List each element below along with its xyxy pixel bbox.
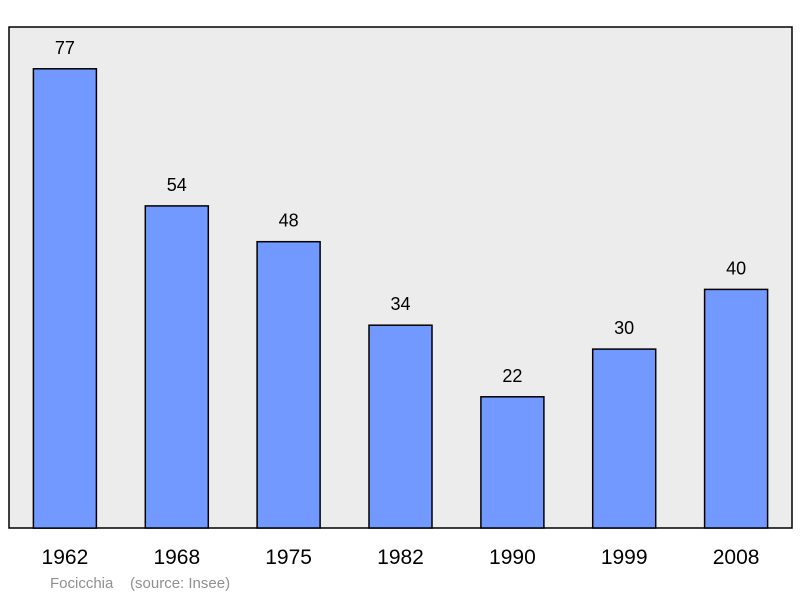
author-credit: Focicchia (50, 575, 114, 592)
bar-2008 (703, 288, 769, 529)
bar-1999 (591, 348, 657, 529)
chart-footer: Focicchia (source: Insee) (50, 575, 230, 592)
value-label-1982: 34 (390, 294, 410, 314)
value-label-1999: 30 (614, 318, 634, 338)
value-label-1968: 54 (167, 175, 187, 195)
category-label-1999: 1999 (601, 546, 648, 569)
bar-1982 (368, 324, 433, 529)
category-label-1990: 1990 (489, 546, 536, 569)
value-label-1975: 48 (279, 211, 299, 231)
bar-chart: 77 54 48 34 22 30 40 1962 1968 1975 1982 1990 1999 2… (8, 26, 793, 569)
source-credit: (source: Insee) (130, 575, 231, 592)
value-label-1990: 22 (502, 366, 522, 386)
value-label-2008: 40 (726, 258, 746, 278)
category-label-1982: 1982 (377, 546, 424, 569)
bar-1968 (144, 205, 210, 529)
bar-1990 (480, 396, 545, 529)
bars (32, 68, 769, 529)
value-labels: 77 54 48 34 22 30 40 (55, 38, 746, 386)
category-labels: 1962 1968 1975 1982 1990 1999 2008 (42, 546, 760, 569)
category-label-1968: 1968 (153, 546, 200, 569)
category-label-1975: 1975 (265, 546, 312, 569)
bar-1962 (32, 68, 98, 529)
value-label-1962: 77 (55, 38, 75, 58)
category-label-1962: 1962 (42, 546, 89, 569)
category-label-2008: 2008 (713, 546, 760, 569)
bar-1975 (256, 240, 321, 529)
